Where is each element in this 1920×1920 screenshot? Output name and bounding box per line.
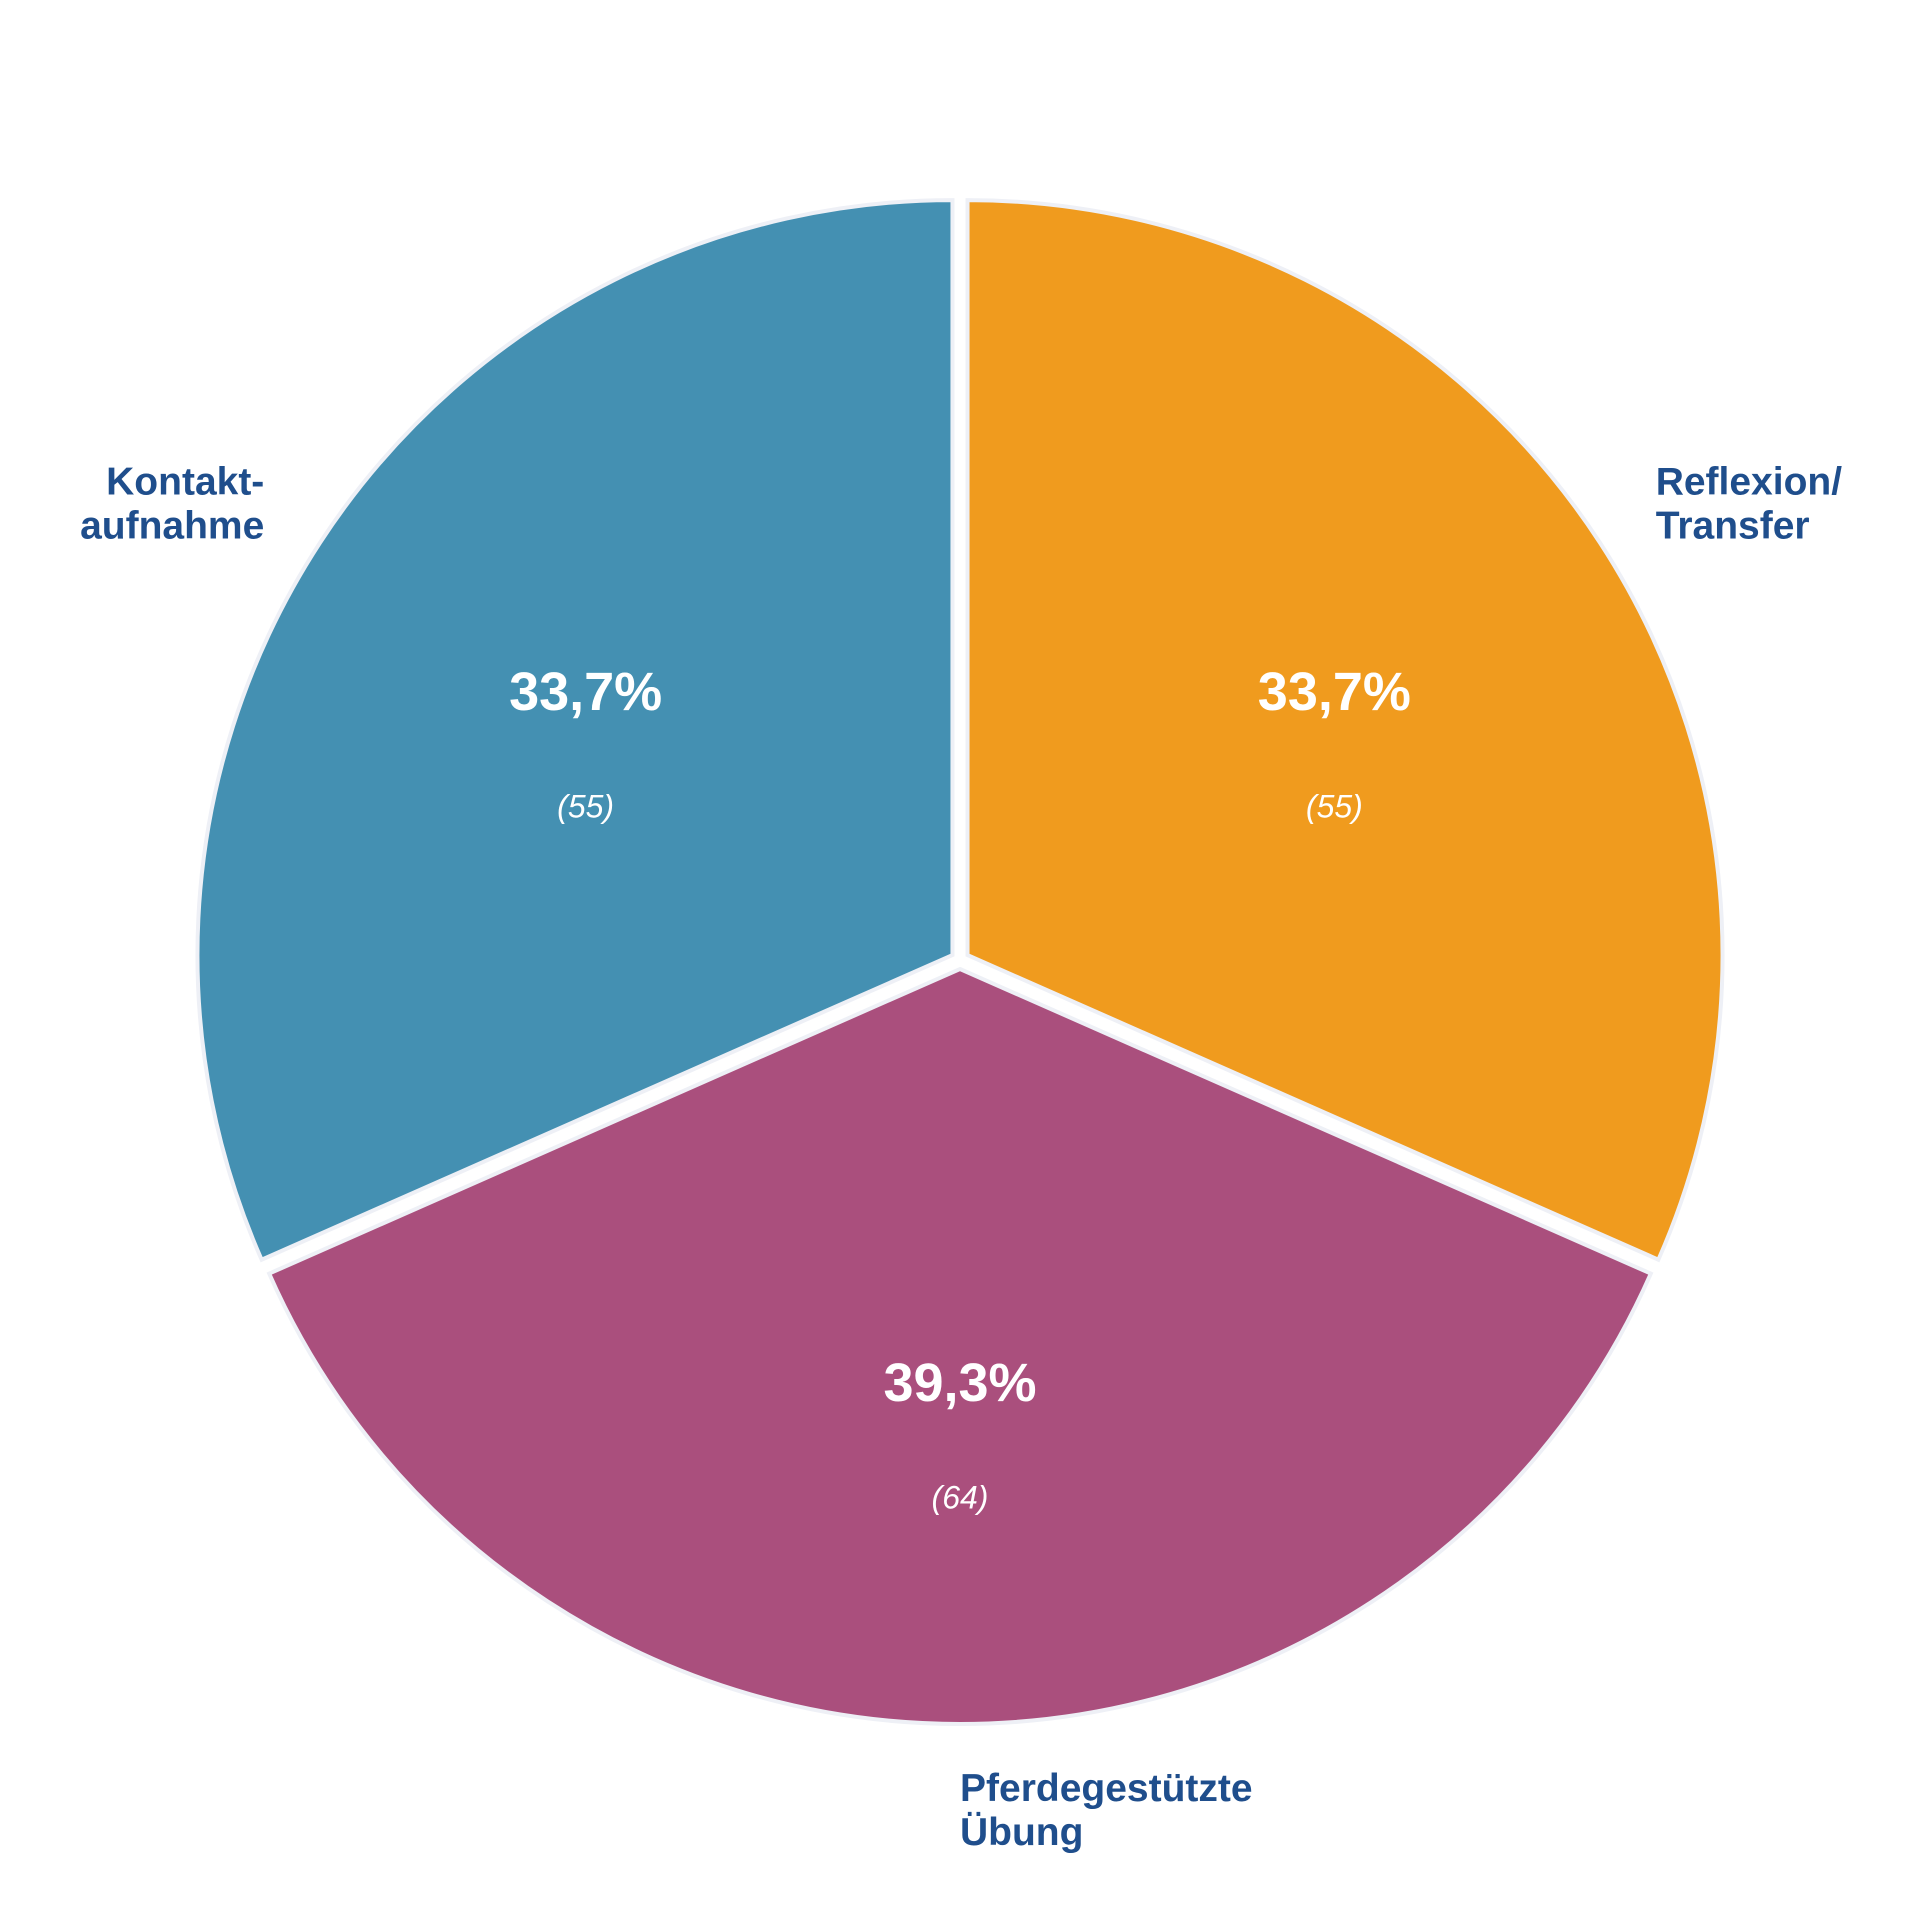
percent-label: 39,3% (883, 1353, 1036, 1413)
count-label: (55) (1306, 788, 1363, 824)
percent-label: 33,7% (509, 662, 662, 722)
count-label: (64) (932, 1479, 989, 1515)
category-label: Reflexion/ (1656, 461, 1843, 504)
count-label: (55) (557, 788, 614, 824)
category-label: Kontakt- (106, 461, 264, 504)
category-label: aufnahme (80, 505, 264, 548)
pie-slice (965, 198, 1725, 1263)
category-label: Übung (960, 1811, 1083, 1854)
pie-slice (266, 966, 1654, 1726)
category-label: Transfer (1656, 505, 1810, 548)
category-label: Pferdegestützte (960, 1767, 1253, 1810)
pie-slice (195, 198, 955, 1263)
percent-label: 33,7% (1258, 662, 1411, 722)
